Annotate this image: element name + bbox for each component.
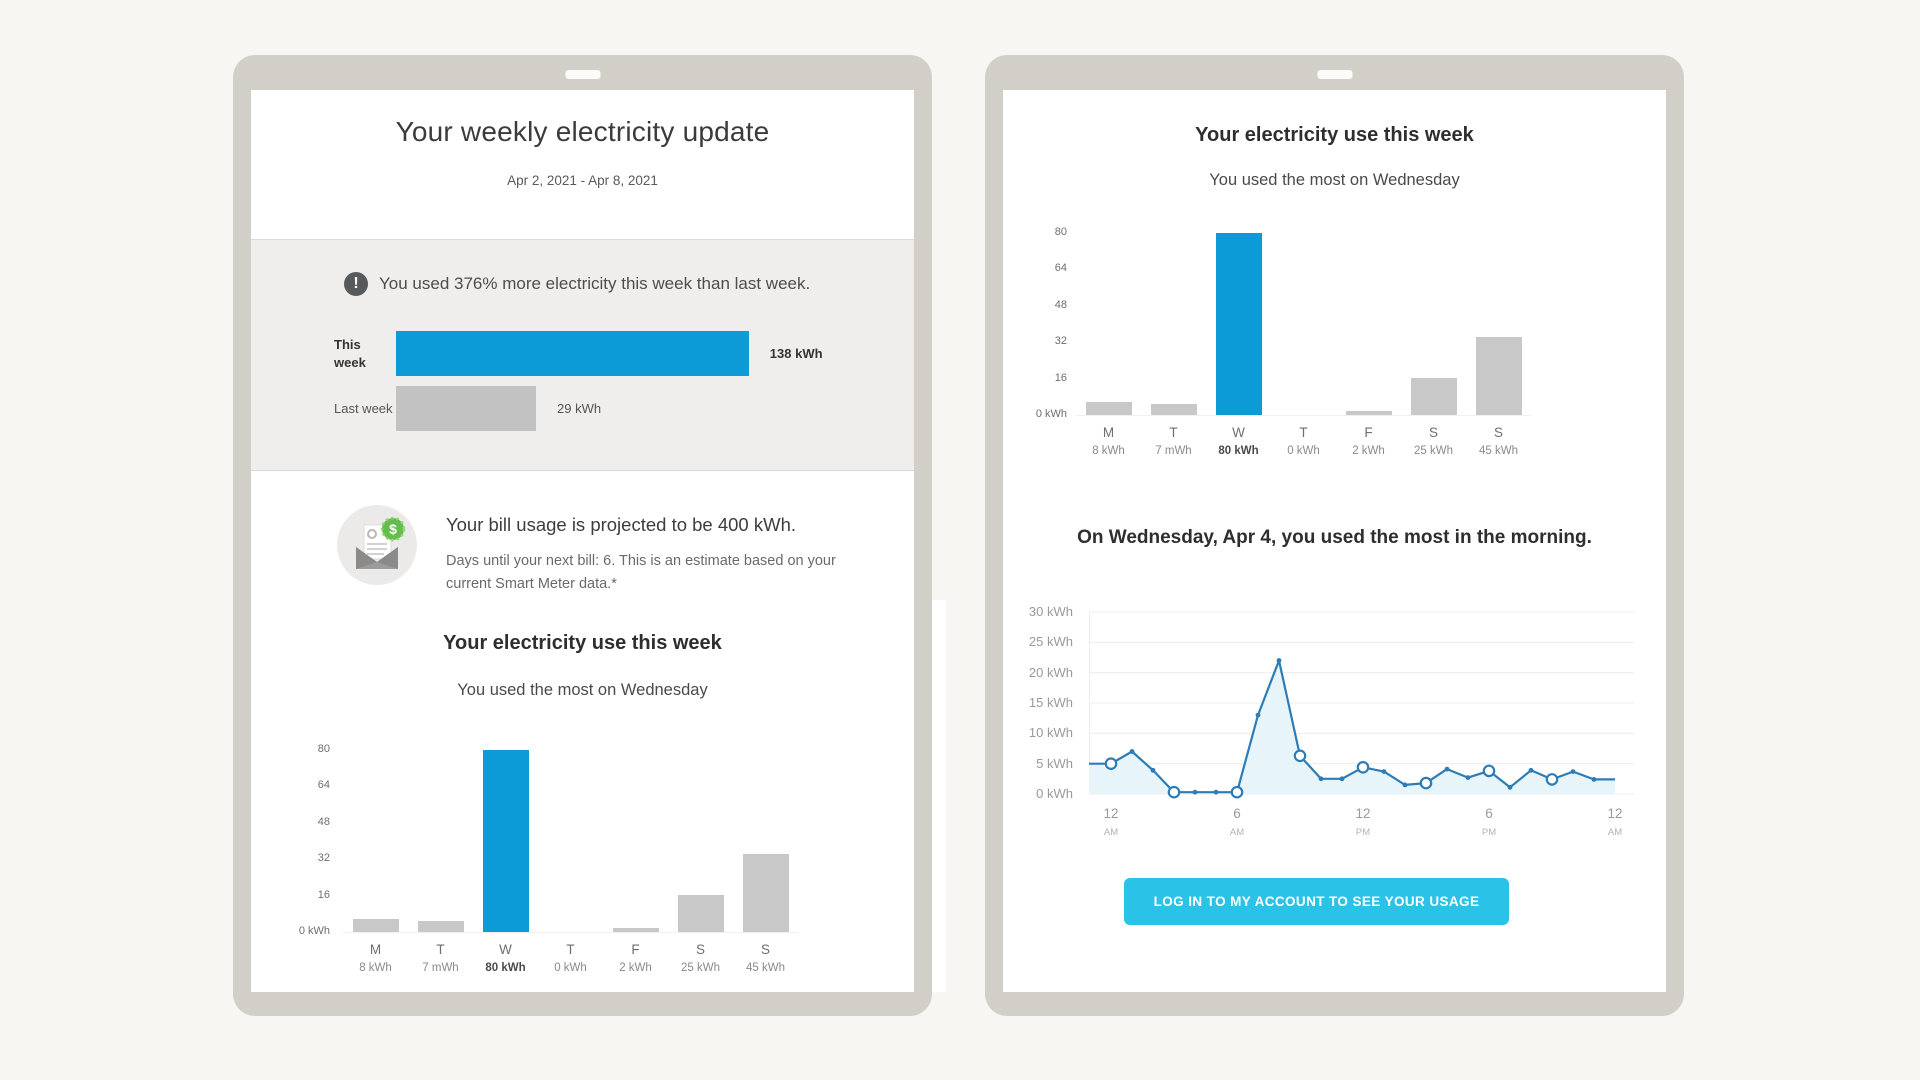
tablet-device-right: Your electricity use this week You used … xyxy=(985,55,1684,1016)
camera-notch xyxy=(565,70,600,79)
white-sliver-artifact xyxy=(930,600,946,992)
bar-column: T 0 kWh xyxy=(538,750,603,974)
svg-text:PM: PM xyxy=(1356,827,1370,838)
bar-column: T 0 kWh xyxy=(1271,233,1336,457)
usage-bar xyxy=(677,894,724,932)
usage-bar xyxy=(1475,336,1522,415)
svg-text:AM: AM xyxy=(1608,827,1622,838)
bar-column: T 7 mWh xyxy=(408,750,473,974)
day-label: W xyxy=(1232,425,1245,440)
day-value-label: 25 kWh xyxy=(1414,445,1453,457)
day-label: T xyxy=(436,942,445,957)
exclamation-icon: ! xyxy=(344,272,368,296)
usage-bar xyxy=(417,921,464,932)
day-value-label: 8 kWh xyxy=(359,962,392,974)
bill-detail: Days until your next bill: 6. This is an… xyxy=(446,553,836,593)
bar-column: F 2 kWh xyxy=(603,750,668,974)
day-label: M xyxy=(369,942,382,957)
day-label: F xyxy=(1364,425,1373,440)
day-value-label: 0 kWh xyxy=(1287,445,1320,457)
bill-headline: Your bill usage is projected to be 400 k… xyxy=(446,514,797,535)
svg-text:AM: AM xyxy=(1104,827,1118,838)
tablet-device-left: Your weekly electricity update Apr 2, 20… xyxy=(233,55,932,1016)
bill-envelope-icon: $ xyxy=(337,505,417,585)
bar-column: W 80 kWh xyxy=(473,750,538,974)
weekly-chart-heading: Your electricity use this week xyxy=(443,632,722,654)
dollar-badge-glyph: $ xyxy=(389,521,397,537)
login-button[interactable]: LOG IN TO MY ACCOUNT TO SEE YOUR USAGE xyxy=(1124,878,1509,925)
svg-text:PM: PM xyxy=(1482,827,1496,838)
day-value-label: 45 kWh xyxy=(746,962,785,974)
usage-bar xyxy=(612,928,659,932)
alert-row: ! You used 376% more electricity this we… xyxy=(344,272,894,296)
usage-bar xyxy=(1410,377,1457,415)
camera-notch xyxy=(1317,70,1352,79)
weekly-update-email-screen: Your weekly electricity update Apr 2, 20… xyxy=(251,90,914,992)
hourly-line-chart: 30 kWh 25 kWh 20 kWh 15 kWh 10 kWh 5 kWh 0 kWh… xyxy=(1028,604,1634,838)
usage-bar xyxy=(352,919,399,932)
comparison-row-last-week: Last week 29 kWh xyxy=(334,386,894,431)
comparison-label: This week xyxy=(334,336,366,370)
bar-column: S 45 kWh xyxy=(1466,233,1531,457)
bar-column: S 25 kWh xyxy=(1401,233,1466,457)
day-value-label: 7 mWh xyxy=(422,962,459,974)
bar-column: S 25 kWh xyxy=(668,750,733,974)
date-range: Apr 2, 2021 - Apr 8, 2021 xyxy=(507,173,658,188)
day-label: S xyxy=(695,942,705,957)
usage-detail-screen: Your electricity use this week You used … xyxy=(1003,90,1666,992)
svg-text:6: 6 xyxy=(1485,806,1493,821)
usage-bar xyxy=(482,750,529,932)
day-value-label: 8 kWh xyxy=(1092,445,1125,457)
day-value-label: 45 kWh xyxy=(1479,445,1518,457)
last-week-bar xyxy=(396,386,536,431)
usage-bar xyxy=(742,853,789,932)
bar-column: W 80 kWh xyxy=(1206,233,1271,457)
hourly-chart-heading: On Wednesday, Apr 4, you used the most i… xyxy=(1077,527,1592,548)
bar-column: F 2 kWh xyxy=(1336,233,1401,457)
comparison-label: Last week xyxy=(334,400,393,416)
day-value-label: 2 kWh xyxy=(1352,445,1385,457)
day-value-label: 0 kWh xyxy=(554,962,587,974)
day-label: S xyxy=(1428,425,1438,440)
weekly-bar-chart: 80 64 48 32 16 0 kWh M 8 kWh T 7 mWh W 80 kWh… xyxy=(266,743,826,990)
weekly-chart-subheading: You used the most on Wednesday xyxy=(457,681,708,699)
comparison-value: 29 kWh xyxy=(557,401,602,416)
day-label: S xyxy=(760,942,770,957)
bar-column: S 45 kWh xyxy=(733,750,798,974)
svg-text:12: 12 xyxy=(1355,806,1370,821)
svg-text:12: 12 xyxy=(1103,806,1118,821)
usage-bar xyxy=(1150,404,1197,415)
day-label: T xyxy=(1299,425,1308,440)
bar-column: M 8 kWh xyxy=(1076,233,1141,457)
weekly-chart-subheading: You used the most on Wednesday xyxy=(1209,171,1460,189)
comparison-value: 138 kWh xyxy=(769,346,823,361)
comparison-row-this-week: This week 138 kWh xyxy=(334,331,894,376)
email-title: Your weekly electricity update xyxy=(395,116,770,147)
day-label: T xyxy=(1169,425,1178,440)
usage-bar xyxy=(1085,402,1132,415)
bar-column: M 8 kWh xyxy=(343,750,408,974)
day-value-label: 7 mWh xyxy=(1155,445,1192,457)
day-value-label: 25 kWh xyxy=(681,962,720,974)
day-value-label: 80 kWh xyxy=(485,962,526,974)
usage-bar xyxy=(1215,233,1262,415)
this-week-bar xyxy=(396,331,749,376)
svg-text:12: 12 xyxy=(1607,806,1622,821)
day-label: S xyxy=(1493,425,1503,440)
svg-text:6: 6 xyxy=(1233,806,1241,821)
weekly-bar-chart: 80 64 48 32 16 0 kWh M 8 kWh T 7 mWh W 80 kWh… xyxy=(1003,226,1563,473)
usage-alert-section: ! You used 376% more electricity this we… xyxy=(251,239,914,471)
day-value-label: 2 kWh xyxy=(619,962,652,974)
day-label: T xyxy=(566,942,575,957)
bar-column: T 7 mWh xyxy=(1141,233,1206,457)
alert-message: You used 376% more electricity this week… xyxy=(379,274,811,293)
bill-text-block: Your bill usage is projected to be 400 k… xyxy=(446,514,891,597)
day-label: W xyxy=(499,942,512,957)
day-value-label: 80 kWh xyxy=(1218,445,1259,457)
day-label: M xyxy=(1102,425,1115,440)
svg-text:AM: AM xyxy=(1230,827,1244,838)
usage-bar xyxy=(1345,411,1392,415)
weekly-chart-heading: Your electricity use this week xyxy=(1195,124,1474,146)
day-label: F xyxy=(631,942,640,957)
